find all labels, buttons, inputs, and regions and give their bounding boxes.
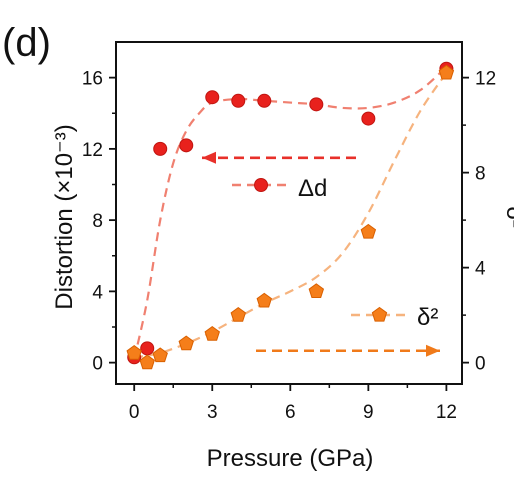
delta-d-point bbox=[361, 111, 376, 126]
delta2-point bbox=[256, 292, 273, 308]
fit-curves bbox=[133, 66, 448, 360]
plot-frame bbox=[115, 41, 463, 385]
delta2-point bbox=[178, 335, 194, 351]
x-tick-label: 6 bbox=[285, 402, 296, 423]
delta-d-point bbox=[153, 141, 168, 156]
right-tick-label: 4 bbox=[475, 259, 486, 280]
delta-d-point bbox=[231, 93, 246, 108]
legend-marker-delta2 bbox=[371, 306, 388, 322]
delta2-point bbox=[360, 223, 377, 239]
delta-d-arrow-head bbox=[202, 151, 216, 164]
left-axis-title: Distortion (×10⁻³) bbox=[51, 124, 78, 309]
delta-d-point bbox=[140, 341, 155, 356]
data-markers bbox=[126, 61, 455, 370]
x-tick-label: 9 bbox=[363, 402, 374, 423]
right-tick-label: 0 bbox=[475, 354, 486, 375]
right-tick-label: 8 bbox=[475, 164, 486, 185]
delta2-fit-curve bbox=[134, 72, 448, 359]
legend-label-delta-d: Δd bbox=[298, 175, 327, 202]
right-tick-label: 12 bbox=[475, 69, 496, 90]
delta2-point bbox=[152, 347, 168, 363]
legend bbox=[232, 178, 408, 322]
axis-arrows bbox=[202, 151, 440, 357]
plot-frame-rect bbox=[115, 41, 463, 385]
x-tick-label: 12 bbox=[436, 402, 457, 423]
delta2-point bbox=[126, 345, 142, 360]
legend-marker-delta-d bbox=[254, 178, 268, 192]
legend-label-delta2: δ² bbox=[417, 304, 438, 331]
panel-label: (d) bbox=[2, 21, 51, 65]
delta2-point bbox=[204, 326, 220, 341]
delta-d-point bbox=[309, 97, 324, 112]
x-tick-label: 0 bbox=[129, 402, 140, 423]
left-tick-label: 0 bbox=[92, 354, 103, 375]
delta-d-point bbox=[179, 138, 194, 153]
delta-d-point bbox=[205, 90, 220, 105]
left-tick-label: 4 bbox=[92, 282, 103, 303]
right-axis-title: δ² bbox=[501, 206, 514, 227]
left-tick-label: 8 bbox=[92, 211, 103, 232]
delta-d-fit-curve bbox=[133, 66, 448, 360]
left-tick-label: 16 bbox=[82, 69, 103, 90]
delta2-point bbox=[438, 64, 455, 80]
axis-ticks: 0 3 6 9 12 0 4 8 12 16 0 4 8 12 bbox=[82, 69, 496, 423]
delta2-point bbox=[230, 307, 246, 322]
delta2-arrow-head bbox=[426, 344, 440, 357]
delta2-point bbox=[308, 283, 325, 298]
left-tick-label: 12 bbox=[82, 140, 103, 161]
delta2-point bbox=[139, 354, 155, 370]
x-axis-title: Pressure (GPa) bbox=[207, 445, 374, 472]
x-tick-label: 3 bbox=[207, 402, 218, 423]
delta-d-point bbox=[257, 93, 272, 108]
